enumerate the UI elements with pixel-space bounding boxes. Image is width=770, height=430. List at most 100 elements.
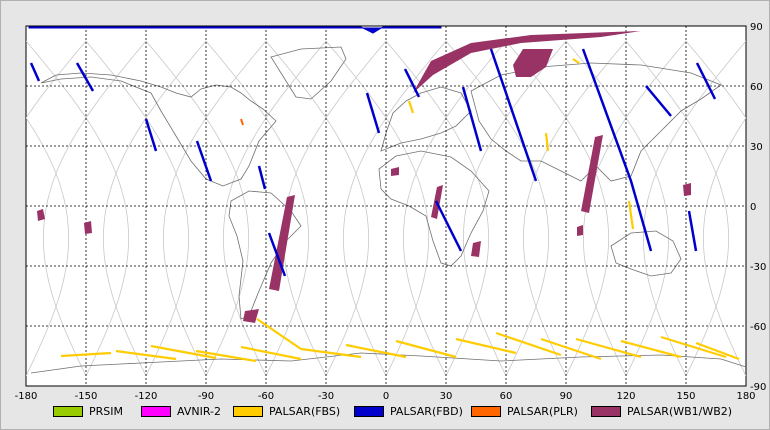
orbit-track <box>1 41 9 376</box>
orbit-track <box>325 40 429 377</box>
longitude-tick-label: 150 <box>676 391 695 401</box>
legend-item: PALSAR(FBD) <box>354 404 463 418</box>
swath-fbd-1 <box>29 62 41 82</box>
swath-wb-pacific-sw <box>37 209 45 221</box>
swath-fbd-2 <box>75 62 95 92</box>
swath-fbs-7 <box>300 347 362 359</box>
longitude-tick-label: 120 <box>616 391 635 401</box>
latitude-tick-label: -60 <box>750 322 766 333</box>
swath-wb-madagascar <box>471 241 481 257</box>
orbit-track <box>26 117 69 377</box>
orbit-track <box>505 40 609 377</box>
orbit-track <box>26 40 87 376</box>
swath-wb-russia <box>513 49 553 77</box>
legend-label: AVNIR-2 <box>177 404 221 418</box>
africa-outline <box>378 150 490 267</box>
legend-item: PALSAR(WB1/WB2) <box>591 404 732 418</box>
orbit-track <box>403 40 507 377</box>
orbit-track <box>385 40 489 377</box>
longitude-tick-label: 0 <box>383 391 389 401</box>
swath-wb-north-arc <box>413 31 641 93</box>
swath-fbd-6 <box>267 232 287 277</box>
swath-fbs-5 <box>240 345 302 361</box>
swath-plr-1 <box>240 118 244 126</box>
orbit-track <box>85 40 189 377</box>
swath-wb-indian <box>577 225 583 236</box>
latitude-labels: 90 60 30 0 -30 -60 -90 <box>750 22 766 393</box>
swath-wb-patagonia <box>243 309 259 323</box>
swath-fbs-16 <box>695 341 740 361</box>
swath-fbd-7 <box>365 92 381 134</box>
latitude-tick-label: 90 <box>750 22 763 33</box>
orbit-track <box>643 40 746 377</box>
orbit-track <box>343 40 447 377</box>
orbit-track <box>223 40 327 377</box>
orbit-track <box>703 117 746 377</box>
longitude-labels: -180 -150 -120 -90 -60 -30 0 30 60 90 120 150 180 <box>15 391 756 402</box>
latitude-tick-label: -90 <box>750 382 766 393</box>
swath-fbd-8 <box>403 68 421 98</box>
swath-fbd-14 <box>434 200 463 252</box>
orbit-track <box>43 40 147 377</box>
orbit-track <box>565 40 669 377</box>
swath-wb-china <box>581 135 603 213</box>
swath-wb-south-america <box>269 195 295 291</box>
land-outlines <box>30 46 747 374</box>
europe-outline <box>380 86 472 152</box>
legend-swatch <box>53 405 83 417</box>
swath-fbs-3 <box>150 344 217 360</box>
orbit-track <box>163 40 267 377</box>
coverage-swaths <box>28 26 740 363</box>
swath-fbs-13 <box>575 337 642 359</box>
swath-fbs-17 <box>544 132 550 152</box>
longitude-tick-label: -180 <box>15 391 38 401</box>
swath-fbd-4 <box>195 140 213 182</box>
latitude-tick-label: -30 <box>750 262 766 273</box>
longitude-tick-label: -120 <box>135 391 158 401</box>
swath-fbs-18 <box>627 200 635 230</box>
swath-fbd-3 <box>144 118 158 152</box>
legend-swatch <box>233 405 263 417</box>
orbit-track <box>26 41 27 42</box>
swath-fbs-1 <box>60 351 112 358</box>
longitude-tick-label: -60 <box>258 391 274 401</box>
swaths-plr <box>240 118 244 126</box>
swath-fbd-12 <box>645 85 672 117</box>
latitude-tick-label: 60 <box>750 82 763 93</box>
swath-fbs-6 <box>256 318 302 350</box>
swath-wb-pacific-s <box>84 221 92 234</box>
longitude-tick-label: -30 <box>318 391 334 401</box>
longitude-tick-label: -150 <box>75 391 98 401</box>
legend-swatch <box>141 405 171 417</box>
greenland-outline <box>270 46 347 100</box>
orbit-track <box>463 40 567 377</box>
legend-swatch <box>354 405 384 417</box>
legend-label: PRSIM <box>89 404 123 418</box>
swath-fbs-10 <box>455 337 517 355</box>
swath-fbd-10 <box>489 48 538 182</box>
swath-fbd-11 <box>581 48 653 252</box>
coverage-map: -180 -150 -120 -90 -60 -30 0 30 60 90 120 150 180 90… <box>1 22 767 402</box>
legend-label: PALSAR(FBD) <box>390 404 463 418</box>
orbit-track <box>205 40 309 377</box>
asia-outline <box>470 62 722 182</box>
longitude-tick-label: -90 <box>198 391 214 401</box>
legend-item: PALSAR(PLR) <box>471 404 578 418</box>
swath-fbs-4 <box>195 349 257 363</box>
graticule <box>26 26 746 386</box>
swath-fbd-top <box>28 26 442 34</box>
swath-fbd-15 <box>687 210 698 252</box>
swaths-wb <box>37 31 691 323</box>
swath-fbs-9 <box>395 339 457 359</box>
orbit-track <box>445 40 549 377</box>
legend-label: PALSAR(PLR) <box>507 404 578 418</box>
longitude-tick-label: 30 <box>440 391 453 401</box>
orbit-track <box>523 40 627 377</box>
legend-label: PALSAR(WB1/WB2) <box>627 404 733 418</box>
orbit-tracks <box>1 40 746 377</box>
latitude-tick-label: 0 <box>750 202 756 213</box>
swath-fbs-12 <box>540 337 602 361</box>
legend-swatch <box>591 405 621 417</box>
orbit-track <box>685 40 746 376</box>
